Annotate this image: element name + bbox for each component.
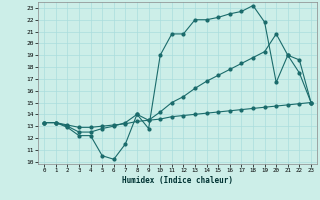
X-axis label: Humidex (Indice chaleur): Humidex (Indice chaleur): [122, 176, 233, 185]
